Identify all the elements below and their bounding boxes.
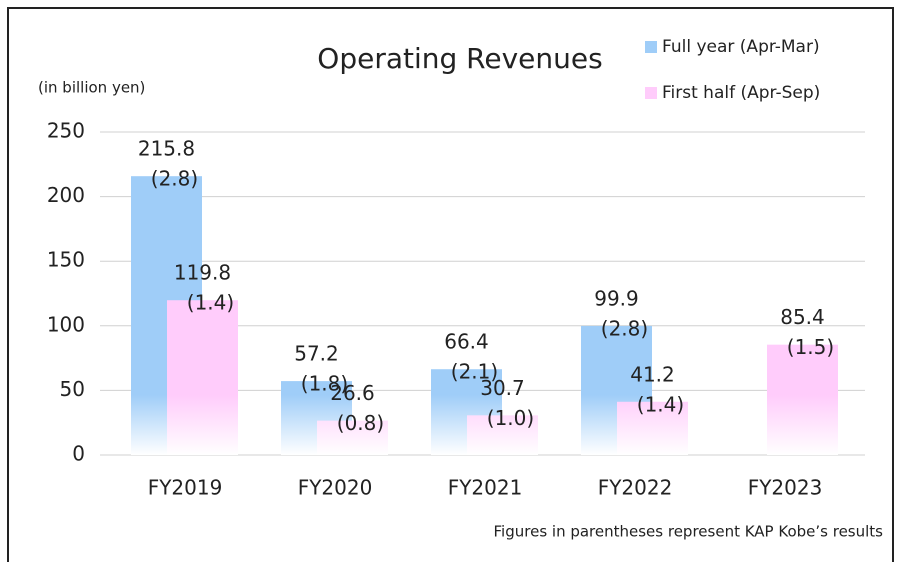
x-tick-label: FY2022 (598, 476, 673, 500)
data-label: 66.4 (444, 330, 489, 354)
data-label: 119.8 (174, 261, 231, 285)
y-tick-label: 200 (47, 183, 85, 207)
legend-label: First half (Apr-Sep) (662, 83, 820, 103)
data-label: 85.4 (780, 305, 825, 329)
legend-swatch (645, 41, 657, 53)
x-tick-label: FY2021 (448, 476, 523, 500)
kap-label: (1.5) (787, 335, 834, 359)
data-label: 30.7 (480, 376, 525, 400)
data-label: 99.9 (594, 286, 639, 310)
data-label: 57.2 (294, 342, 339, 366)
legend-label: Full year (Apr-Mar) (662, 37, 820, 57)
footnote: Figures in parentheses represent KAP Kob… (494, 523, 884, 541)
kap-label: (1.0) (487, 406, 534, 430)
kap-label: (1.4) (637, 392, 684, 416)
subtitle: (in billion yen) (38, 79, 145, 97)
y-tick-label: 250 (47, 119, 85, 143)
kap-label: (2.8) (151, 167, 198, 191)
frame (7, 7, 894, 562)
kap-label: (2.1) (451, 360, 498, 384)
bar (317, 420, 388, 455)
bar (167, 300, 238, 455)
y-tick-label: 150 (47, 248, 85, 272)
chart-title: Operating Revenues (317, 42, 602, 75)
y-tick-label: 0 (72, 442, 85, 466)
x-tick-label: FY2019 (148, 476, 223, 500)
bar (767, 344, 838, 455)
kap-label: (1.8) (301, 372, 348, 396)
bar (467, 415, 538, 455)
data-label: 41.2 (630, 362, 675, 386)
data-label: 26.6 (330, 381, 375, 405)
kap-label: (2.8) (601, 316, 648, 340)
data-label: 215.8 (138, 137, 195, 161)
y-tick-label: 50 (60, 377, 85, 401)
y-tick-label: 100 (47, 312, 85, 336)
kap-label: (1.4) (187, 291, 234, 315)
x-tick-label: FY2023 (748, 476, 823, 500)
x-tick-label: FY2020 (298, 476, 373, 500)
legend-swatch (645, 87, 657, 99)
bar (617, 401, 688, 455)
kap-label: (0.8) (337, 411, 384, 435)
